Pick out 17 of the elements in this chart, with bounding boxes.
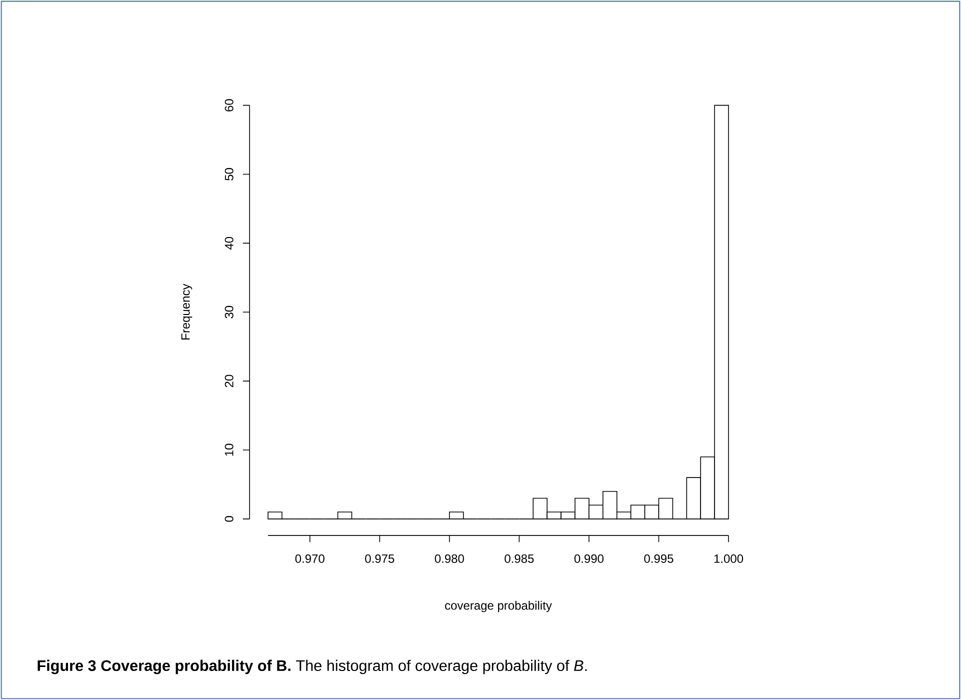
y-tick-label: 10 bbox=[224, 444, 234, 456]
x-tick-label: 0.990 bbox=[574, 554, 604, 563]
x-tick-label: 0.985 bbox=[504, 554, 534, 563]
y-tick-label: 40 bbox=[224, 236, 234, 250]
x-tick-label: 0.995 bbox=[644, 554, 674, 563]
y-tick-label: 20 bbox=[224, 374, 234, 388]
y-tick-label: 50 bbox=[224, 168, 234, 180]
x-tick-label: 0.970 bbox=[295, 554, 324, 563]
y-axis-title: Frequency bbox=[181, 284, 192, 340]
x-tick-label: 1.000 bbox=[714, 554, 744, 563]
y-tick-label: 0 bbox=[224, 516, 234, 522]
y-tick-label: 30 bbox=[224, 306, 234, 318]
x-tick-label: 0.980 bbox=[434, 554, 464, 563]
x-tick-label: 0.975 bbox=[365, 554, 394, 563]
x-axis-title: coverage probability bbox=[445, 600, 552, 612]
text: Figure 3 Coverage probability of B. The histogram of coverage probability of B. bbox=[38, 660, 587, 674]
y-tick-label: 60 bbox=[224, 99, 234, 112]
